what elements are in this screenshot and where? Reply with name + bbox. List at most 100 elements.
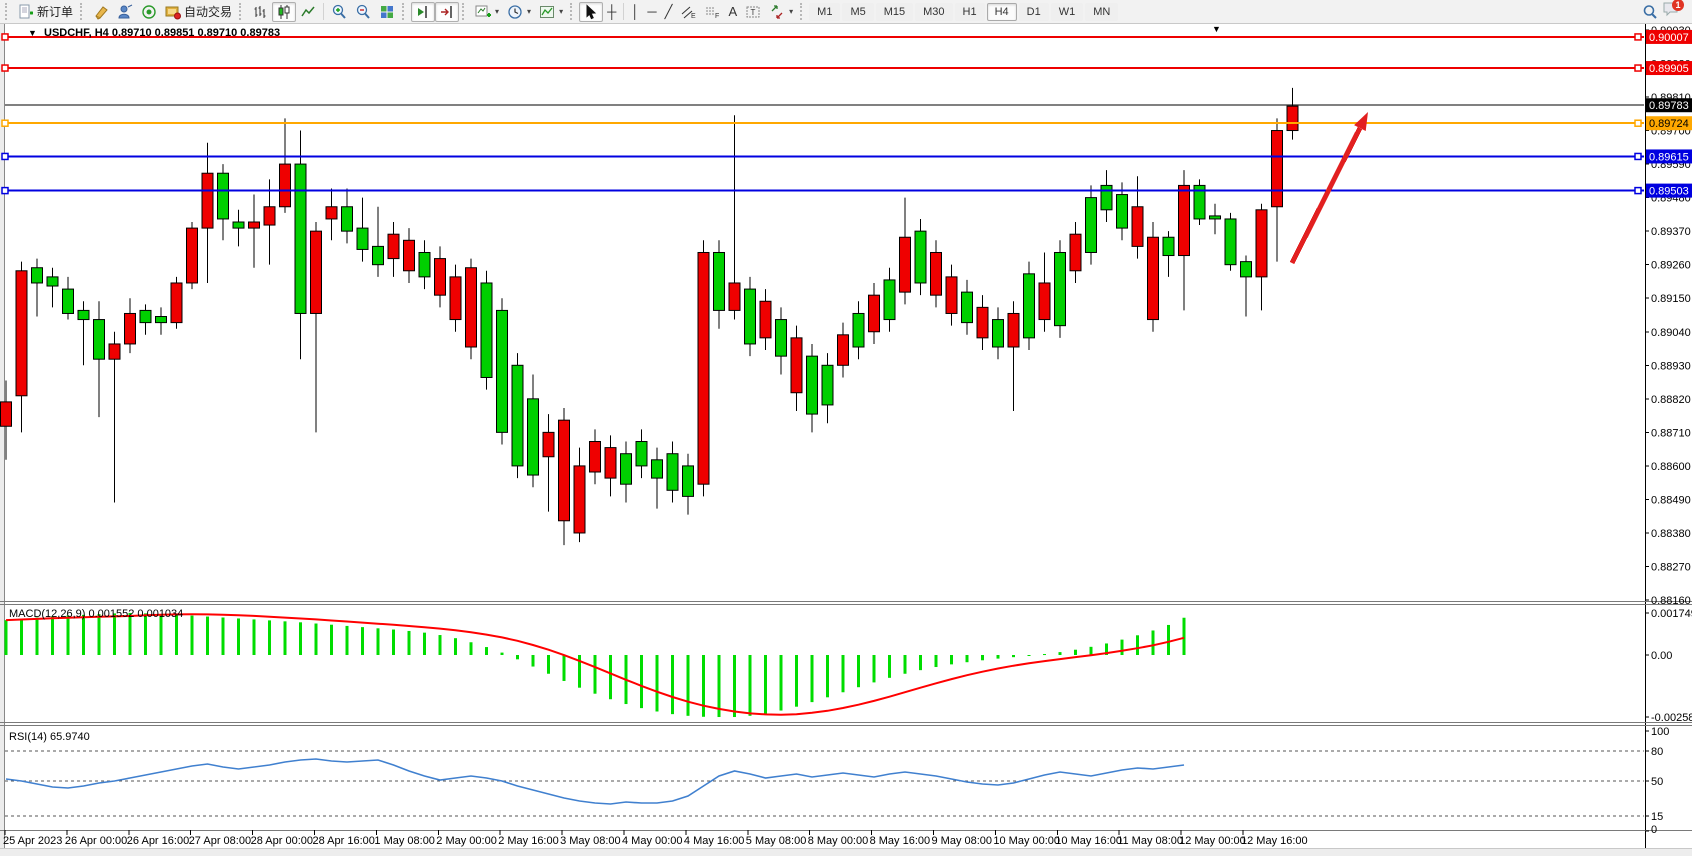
candle xyxy=(279,118,291,213)
bar-chart-mode-button[interactable] xyxy=(248,2,272,22)
auto-trading-button[interactable]: 自动交易 xyxy=(161,2,236,22)
line-anchor-left[interactable] xyxy=(1,64,9,72)
candle xyxy=(1100,170,1113,222)
candle xyxy=(728,115,741,320)
templates-button[interactable]: ▾ xyxy=(535,2,567,22)
timeframe-m1-button[interactable]: M1 xyxy=(809,2,841,21)
notifications-button[interactable]: 1 xyxy=(1662,0,1684,22)
search-button[interactable] xyxy=(1638,2,1662,22)
price-tag-label: 0.89724 xyxy=(1649,118,1689,130)
styler-button[interactable] xyxy=(89,2,113,22)
macd-histogram-bar xyxy=(779,655,783,711)
trend-arrow-object[interactable] xyxy=(1289,126,1363,265)
macd-histogram-bar xyxy=(283,621,287,655)
zoom-out-button[interactable] xyxy=(351,2,375,22)
candle-body xyxy=(604,447,617,479)
line-anchor-right[interactable] xyxy=(1634,152,1642,161)
time-axis-label: 11 May 08:00 xyxy=(1117,835,1183,847)
candle xyxy=(434,246,446,308)
vertical-line-tool-button[interactable]: │ xyxy=(627,2,643,22)
candle-body xyxy=(372,245,384,266)
tile-windows-button[interactable] xyxy=(375,2,399,22)
rsi-axis-label: 50 xyxy=(1651,776,1663,788)
candle-body xyxy=(1116,194,1128,229)
line-anchor-right[interactable] xyxy=(1634,33,1642,41)
timeframe-m15-button[interactable]: M15 xyxy=(875,2,914,21)
zoom-out-icon xyxy=(356,4,370,19)
candle-body xyxy=(1085,197,1097,253)
candle-body xyxy=(1240,261,1252,278)
chevron-down-icon: ▾ xyxy=(495,7,500,16)
line-anchor-right[interactable] xyxy=(1634,186,1642,195)
candle-body xyxy=(325,206,338,220)
macd-histogram-bar xyxy=(423,632,426,655)
candle-body xyxy=(139,309,152,324)
symbol-caret-icon[interactable]: ▼ xyxy=(28,28,37,38)
candle-body xyxy=(46,276,59,287)
macd-histogram-bar xyxy=(407,630,411,655)
text-label-tool-button[interactable]: T xyxy=(741,2,765,22)
equidistant-channel-tool-button[interactable]: E xyxy=(676,2,700,22)
time-axis-label: 10 May 16:00 xyxy=(1055,835,1122,847)
macd-histogram-bar xyxy=(609,655,612,700)
timeframe-m30-button[interactable]: M30 xyxy=(915,2,953,21)
chart-shift-button[interactable] xyxy=(411,1,436,22)
cursor-button[interactable] xyxy=(579,1,604,22)
line-anchor-right[interactable] xyxy=(1634,119,1642,127)
candle xyxy=(356,197,369,262)
candle xyxy=(93,301,105,418)
line-anchor-left[interactable] xyxy=(1,119,9,127)
candle-body xyxy=(232,221,245,229)
arrow-objects-button[interactable]: ▾ xyxy=(765,2,797,22)
line-chart-mode-button[interactable] xyxy=(296,2,320,22)
candle xyxy=(790,325,803,412)
timeframe-mn-button[interactable]: MN xyxy=(1085,2,1119,21)
auto-trading-label: 自动交易 xyxy=(184,5,233,19)
time-axis-label: 4 May 16:00 xyxy=(684,835,745,847)
candle xyxy=(837,322,849,378)
timeframe-h1-button[interactable]: H1 xyxy=(954,2,985,21)
crosshair-button[interactable]: ┼ xyxy=(603,2,620,22)
text-tool-button[interactable]: A xyxy=(724,2,741,22)
fibonacci-tool-button[interactable]: F xyxy=(700,2,724,22)
macd-histogram-bar xyxy=(485,647,488,655)
candle-body xyxy=(775,319,787,357)
trendline-tool-button[interactable]: ╱ xyxy=(661,2,677,22)
text-icon: A xyxy=(728,4,738,19)
line-anchor-left[interactable] xyxy=(1,152,9,161)
candle-chart-mode-button[interactable] xyxy=(272,1,297,22)
macd-histogram-bar xyxy=(221,617,225,655)
line-chart-icon xyxy=(301,6,315,16)
chart-shift-marker-icon[interactable]: ▼ xyxy=(1212,24,1221,34)
price-tag-label: 0.89503 xyxy=(1649,186,1689,198)
macd-histogram-bar xyxy=(562,655,566,681)
candle xyxy=(294,130,307,360)
time-axis-label: 3 May 08:00 xyxy=(560,835,621,847)
timeframe-d1-button[interactable]: D1 xyxy=(1018,2,1049,21)
candle-body xyxy=(356,227,369,250)
macd-histogram-bar xyxy=(268,620,271,655)
new-order-label: 新订单 xyxy=(37,5,74,19)
line-anchor-left[interactable] xyxy=(1,33,9,41)
timeframe-w1-button[interactable]: W1 xyxy=(1050,2,1084,21)
candle xyxy=(852,301,865,360)
periods-button[interactable]: ▾ xyxy=(503,2,535,22)
candle xyxy=(1116,182,1128,241)
new-chart-button[interactable]: ▾ xyxy=(471,2,503,22)
price-tag-label: 0.89615 xyxy=(1649,151,1689,163)
zoom-in-button[interactable] xyxy=(327,2,351,22)
timeframe-h4-button[interactable]: H4 xyxy=(986,2,1017,21)
line-anchor-right[interactable] xyxy=(1634,64,1642,72)
auto-scroll-button[interactable] xyxy=(435,1,460,22)
candle xyxy=(682,453,694,515)
new-order-button[interactable]: 新订单 xyxy=(14,2,77,22)
timeframe-m5-button[interactable]: M5 xyxy=(842,2,874,21)
cursor-arrow-icon xyxy=(586,3,597,19)
market-profile-button[interactable] xyxy=(113,2,137,22)
horizontal-line-tool-button[interactable]: ─ xyxy=(643,2,660,22)
horizontal-line-icon: ─ xyxy=(647,4,657,19)
line-anchor-left[interactable] xyxy=(1,186,9,195)
market-radar-button[interactable] xyxy=(137,2,161,22)
candle-body xyxy=(465,267,477,348)
